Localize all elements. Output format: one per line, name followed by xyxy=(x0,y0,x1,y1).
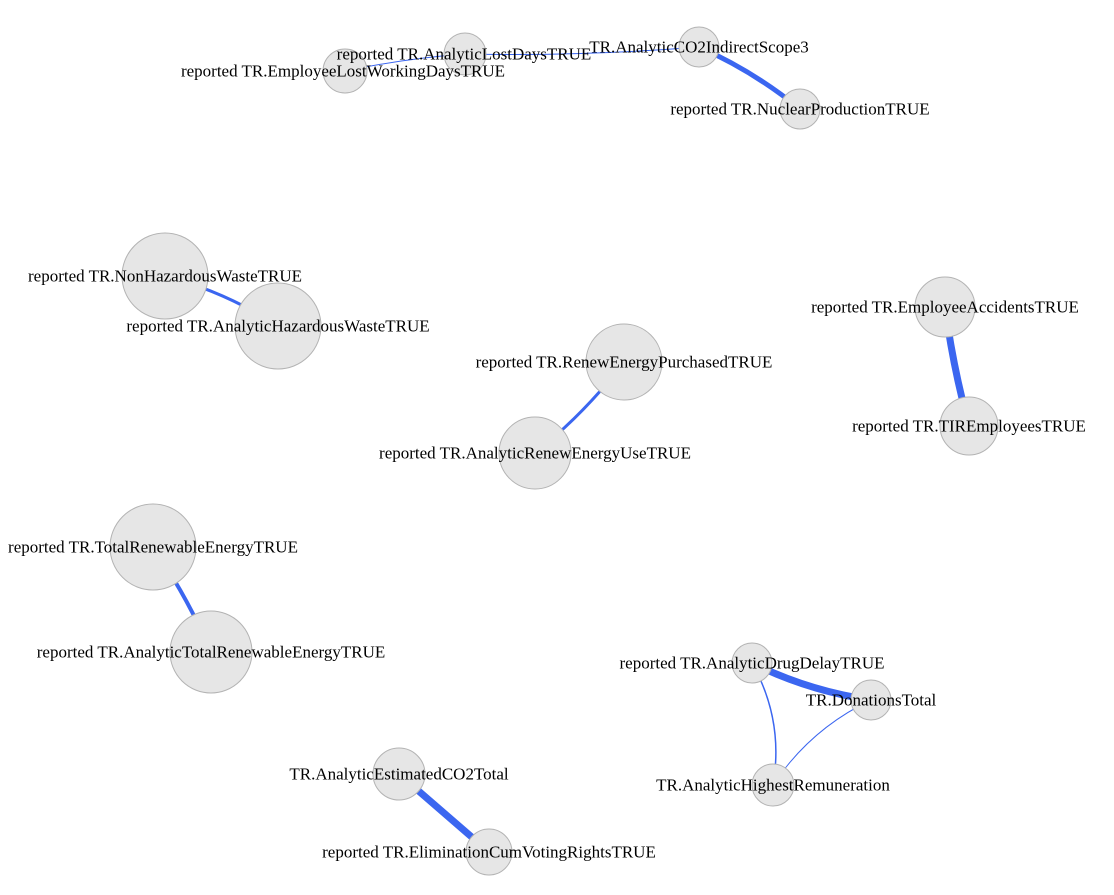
node-label-n17: reported TR.EliminationCumVotingRightsTR… xyxy=(322,843,656,862)
node-label-n3: TR.AnalyticCO2IndirectScope3 xyxy=(589,38,809,57)
node-label-n9: reported TR.EmployeeAccidentsTRUE xyxy=(811,298,1079,317)
node-n1 xyxy=(322,48,368,94)
node-n5 xyxy=(121,232,209,320)
node-n12 xyxy=(169,610,253,694)
node-label-n2: reported TR.AnalyticLostDaysTRUE xyxy=(337,45,592,64)
node-label-n5: reported TR.NonHazardousWasteTRUE xyxy=(28,267,302,286)
node-label-n6: reported TR.AnalyticHazardousWasteTRUE xyxy=(126,317,429,336)
edge-n2-n3 xyxy=(464,46,700,56)
node-n11 xyxy=(109,503,197,591)
node-label-n8: reported TR.AnalyticRenewEnergyUseTRUE xyxy=(379,444,691,463)
node-n16 xyxy=(372,747,426,801)
node-n14 xyxy=(850,679,892,721)
node-label-n11: reported TR.TotalRenewableEnergyTRUE xyxy=(8,538,298,557)
labels-layer: reported TR.EmployeeLostWorkingDaysTRUEr… xyxy=(8,38,1086,862)
node-n8 xyxy=(498,416,572,490)
node-n9 xyxy=(914,276,976,338)
node-label-n12: reported TR.AnalyticTotalRenewableEnergy… xyxy=(37,643,385,662)
node-n2 xyxy=(443,32,487,76)
node-label-n14: TR.DonationsTotal xyxy=(806,691,937,710)
node-n17 xyxy=(465,828,513,876)
node-label-n10: reported TR.TIREmployeesTRUE xyxy=(852,417,1086,436)
node-n3 xyxy=(678,26,720,68)
node-n13 xyxy=(731,642,773,684)
node-n7 xyxy=(585,323,663,401)
node-label-n15: TR.AnalyticHighestRemuneration xyxy=(656,776,890,795)
node-label-n4: reported TR.NuclearProductionTRUE xyxy=(670,100,929,119)
node-label-n7: reported TR.RenewEnergyPurchasedTRUE xyxy=(476,353,773,372)
node-n4 xyxy=(779,88,821,130)
node-label-n13: reported TR.AnalyticDrugDelayTRUE xyxy=(619,654,884,673)
node-n15 xyxy=(751,763,795,807)
node-n6 xyxy=(234,282,322,370)
node-n10 xyxy=(939,396,999,456)
node-label-n16: TR.AnalyticEstimatedCO2Total xyxy=(289,765,509,784)
nodes-layer xyxy=(109,26,999,876)
node-label-n1: reported TR.EmployeeLostWorkingDaysTRUE xyxy=(181,62,505,81)
